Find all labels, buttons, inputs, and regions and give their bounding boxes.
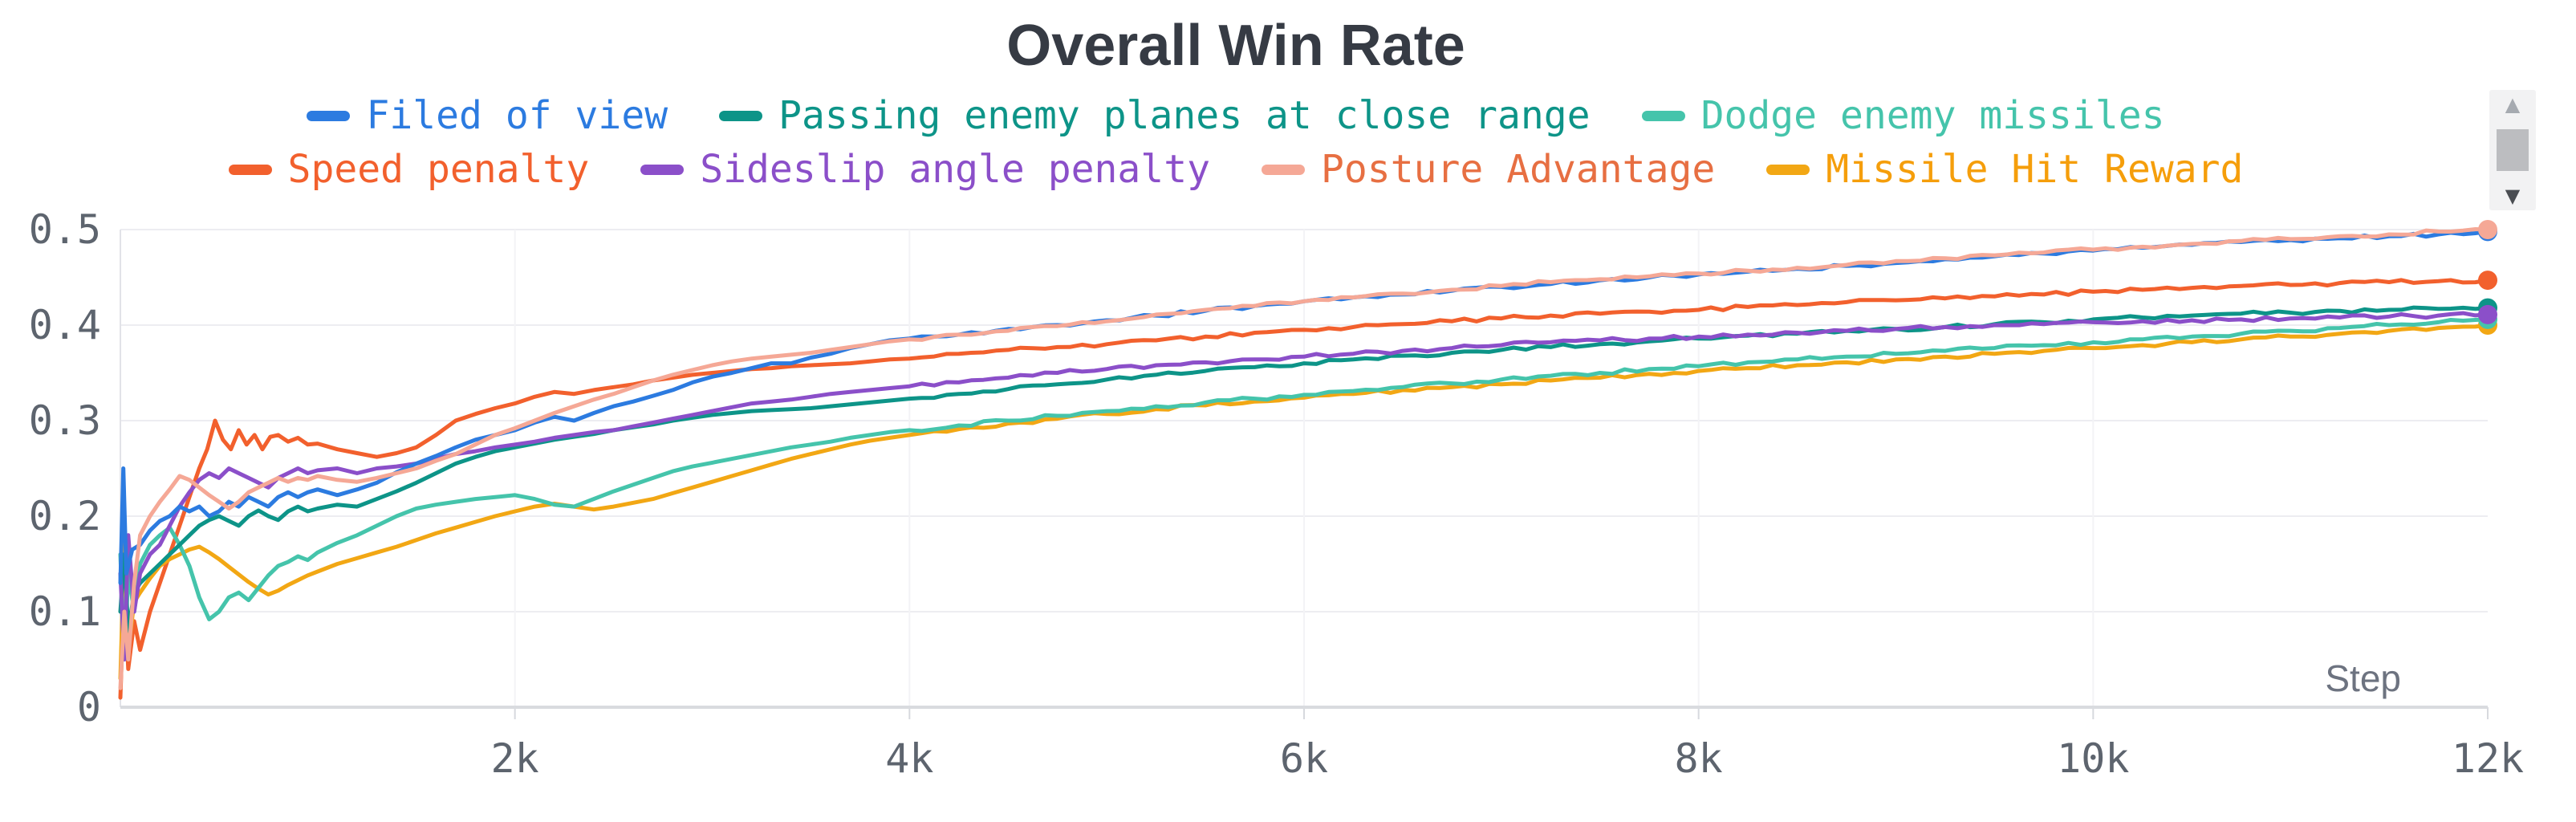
y-tick-label: 0 — [77, 684, 101, 730]
legend-label: Speed penalty — [287, 146, 590, 192]
legend-swatch-dodge-enemy-missiles — [1641, 110, 1685, 121]
scroll-down-icon[interactable]: ▼ — [2505, 185, 2521, 207]
y-tick-label: 0.5 — [29, 206, 101, 253]
y-tick-label: 0.4 — [29, 302, 101, 348]
x-tick-label: 2k — [491, 735, 539, 782]
series-line-sideslip-angle-penalty[interactable] — [118, 311, 2490, 661]
legend-label: Passing enemy planes at close range — [778, 93, 1591, 138]
legend-swatch-sideslip-angle-penalty — [640, 164, 685, 175]
legend-swatch-speed-penalty — [228, 164, 272, 175]
legend: Filed of view Passing enemy planes at clo… — [0, 95, 2472, 191]
y-tick-label: 0.1 — [29, 588, 101, 635]
legend-label: Posture Advantage — [1321, 146, 1716, 192]
x-tick-label: 10k — [2057, 735, 2129, 782]
legend-item-missile-hit-reward[interactable]: Missile Hit Reward — [1766, 146, 2244, 192]
legend-row: Speed penalty Sideslip angle penalty Postu… — [228, 146, 2244, 192]
legend-item-speed-penalty[interactable]: Speed penalty — [228, 146, 590, 192]
scroll-thumb[interactable] — [2497, 129, 2529, 171]
legend-item-dodge-enemy-missiles[interactable]: Dodge enemy missiles — [1641, 93, 2165, 138]
series-endpoint-speed-penalty[interactable] — [2478, 271, 2497, 291]
legend-item-sideslip-angle-penalty[interactable]: Sideslip angle penalty — [640, 146, 1210, 192]
chart-title: Overall Win Rate — [1006, 14, 1465, 78]
legend-swatch-posture-advantage — [1262, 164, 1305, 175]
x-tick-label: 4k — [885, 735, 933, 782]
scroll-up-icon[interactable]: ▲ — [2505, 93, 2521, 116]
legend-item-passing-enemy-planes[interactable]: Passing enemy planes at close range — [719, 93, 1591, 138]
legend-scrollbar[interactable]: ▲ ▼ — [2489, 90, 2536, 210]
y-tick-label: 0.3 — [29, 397, 101, 444]
legend-swatch-missile-hit-reward — [1766, 164, 1810, 175]
legend-label: Dodge enemy missiles — [1700, 93, 2165, 138]
legend-label: Missile Hit Reward — [1826, 146, 2244, 192]
legend-label: Sideslip angle penalty — [700, 146, 1210, 192]
legend-label: Filed of view — [366, 93, 668, 138]
y-tick-label: 0.2 — [29, 493, 101, 539]
series-line-passing-enemy-planes[interactable] — [118, 305, 2490, 633]
legend-row: Filed of view Passing enemy planes at clo… — [307, 93, 2165, 138]
x-axis-title: Step — [2325, 657, 2401, 699]
series-endpoint-sideslip-angle-penalty[interactable] — [2478, 304, 2497, 324]
legend-swatch-filed-of-view — [307, 110, 351, 121]
legend-item-filed-of-view[interactable]: Filed of view — [307, 95, 668, 137]
legend-item-posture-advantage[interactable]: Posture Advantage — [1262, 146, 1716, 192]
series-line-posture-advantage[interactable] — [118, 227, 2490, 690]
legend-swatch-passing-enemy-planes — [719, 110, 763, 121]
series-endpoint-posture-advantage[interactable] — [2478, 220, 2497, 239]
series-line-speed-penalty[interactable] — [118, 278, 2490, 700]
x-tick-label: 6k — [1280, 735, 1328, 782]
series-line-dodge-enemy-missiles[interactable] — [118, 317, 2490, 661]
x-tick-label: 8k — [1675, 735, 1723, 782]
x-tick-label: 12k — [2452, 735, 2524, 782]
